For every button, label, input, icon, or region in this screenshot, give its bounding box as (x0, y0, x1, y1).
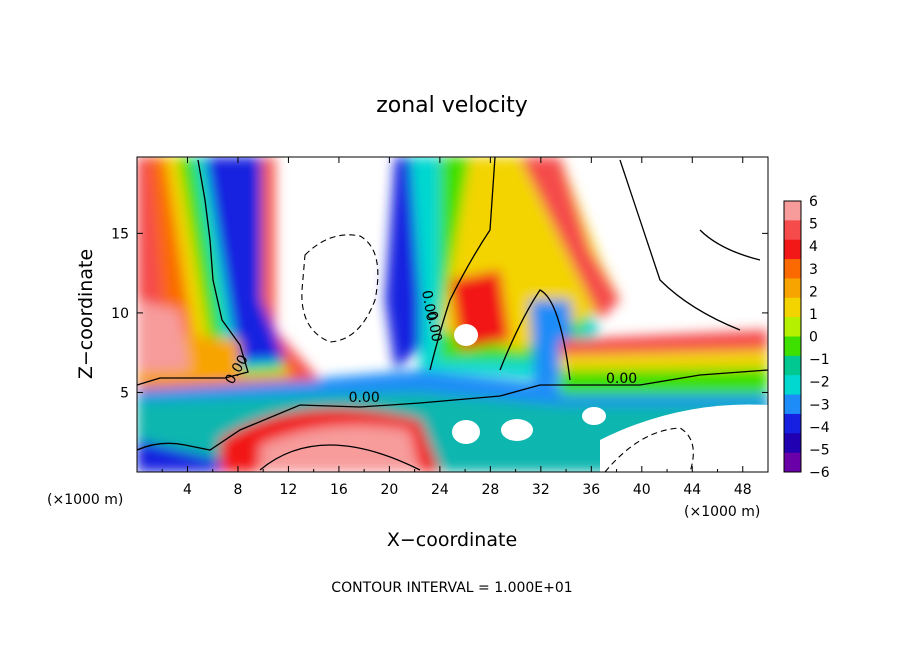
colorbar-label: −4 (809, 420, 830, 436)
colorbar-swatch (784, 433, 801, 454)
x-tick-label: 24 (431, 482, 449, 498)
colorbar-label: 4 (809, 239, 818, 255)
colorbar-swatch (784, 317, 801, 337)
y-tick-label: 10 (111, 306, 129, 322)
colorbar-label: 3 (809, 262, 818, 278)
colorbar-label: −2 (809, 375, 830, 391)
x-tick-label: 8 (233, 482, 242, 498)
x-tick-label: 16 (330, 482, 348, 498)
y-axis-label: Z−coordinate (75, 249, 97, 379)
contour-label: 0.00 (418, 289, 439, 322)
contour-label: 0.00 (423, 310, 444, 343)
x-tick-label: 44 (683, 482, 701, 498)
colorbar-swatch (784, 375, 801, 396)
x-unit-label-right: (×1000 m) (684, 504, 760, 520)
colorbar-label: 6 (809, 194, 818, 210)
colorbar-swatch (784, 452, 801, 473)
colorbar-swatch (784, 278, 801, 299)
colorbar: 6 5 4 3 2 1 0 −1 −2 −3 −4 −5 −6 (783, 194, 830, 481)
chart-title: zonal velocity (376, 93, 528, 118)
colorbar-swatch (784, 394, 801, 415)
colorbar-label: 2 (809, 284, 818, 300)
plot-frame (136, 156, 769, 473)
colorbar-swatch (784, 355, 801, 376)
colorbar-swatch (784, 297, 801, 318)
colorbar-swatch (784, 413, 801, 434)
x-tick-label: 32 (532, 482, 550, 498)
colorbar-label: −5 (809, 442, 830, 458)
x-axis-label: X−coordinate (387, 529, 517, 551)
y-axis: 5 10 15 (111, 226, 768, 401)
x-tick-label: 48 (734, 482, 752, 498)
velocity-field (137, 157, 768, 472)
x-tick-label: 20 (380, 482, 398, 498)
x-tick-label: 28 (481, 482, 499, 498)
x-axis: 4 8 12 16 20 24 28 32 36 40 44 48 (161, 157, 752, 498)
colorbar-label: 0 (809, 330, 818, 346)
colorbar-swatch (784, 336, 801, 357)
colorbar-swatch (784, 201, 801, 221)
x-tick-label: 4 (183, 482, 192, 498)
x-tick-label: 12 (280, 482, 298, 498)
contour-interval-note: CONTOUR INTERVAL = 1.000E+01 (331, 580, 572, 596)
contour-label: 0.00 (606, 371, 637, 387)
colorbar-swatch (784, 220, 801, 241)
x-unit-label-left: (×1000 m) (47, 492, 123, 508)
colorbar-frame (783, 200, 802, 473)
colorbar-label: 5 (809, 217, 818, 233)
y-tick-label: 5 (120, 385, 129, 401)
y-tick-label: 15 (111, 226, 129, 242)
colorbar-label: −6 (809, 465, 830, 481)
x-tick-label: 36 (582, 482, 600, 498)
colorbar-label: −3 (809, 397, 830, 413)
contour-label: 0.00 (349, 390, 380, 406)
colorbar-label: −1 (809, 352, 830, 368)
colorbar-swatch (784, 259, 801, 279)
x-tick-label: 40 (633, 482, 651, 498)
colorbar-label: 1 (809, 307, 818, 323)
colorbar-swatch (784, 239, 801, 260)
